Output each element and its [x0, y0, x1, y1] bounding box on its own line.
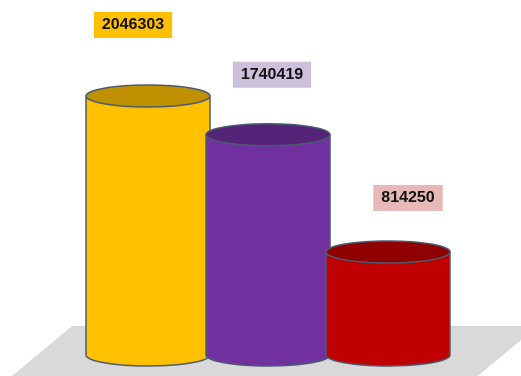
cylinder-body: [325, 251, 451, 367]
value-label-box: [93, 12, 173, 38]
cylinder-top: [85, 84, 211, 108]
value-label-box: [373, 184, 443, 211]
value-label: 2046303: [102, 16, 164, 33]
value-label-box: [232, 61, 312, 88]
value-label: 814250: [381, 189, 434, 206]
cylinder-top: [205, 122, 331, 147]
cylinder-top: [325, 240, 451, 264]
cylinder-body: [85, 95, 211, 367]
cylinder-body: [205, 133, 331, 367]
value-label: 1740419: [241, 66, 303, 83]
